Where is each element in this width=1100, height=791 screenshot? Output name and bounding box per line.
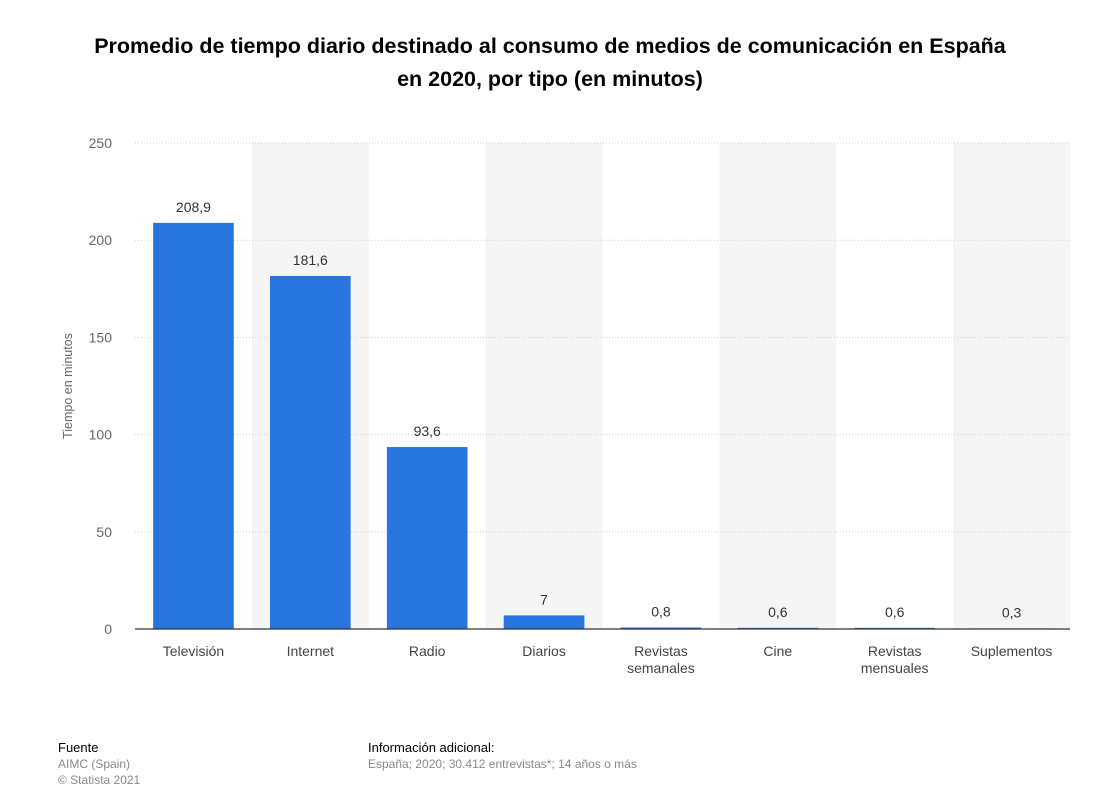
info-block: Información adicional: España; 2020; 30.… — [368, 740, 637, 772]
x-tick-label: Radio — [409, 643, 446, 659]
source-line-2: © Statista 2021 — [58, 773, 141, 787]
data-label: 0,3 — [1002, 604, 1022, 620]
x-tick-label: Revistas mensuales — [861, 643, 929, 676]
bar — [153, 222, 234, 629]
y-tick-label: 150 — [89, 329, 113, 345]
column-band — [953, 143, 1070, 629]
chart-title: Promedio de tiempo diario destinado al c… — [94, 34, 1006, 91]
x-tick-label: Cine — [763, 643, 792, 659]
info-heading: Información adicional: — [368, 740, 495, 755]
x-tick-label: Revistas semanales — [627, 643, 695, 676]
bar — [620, 627, 702, 629]
data-label: 0,6 — [885, 604, 905, 620]
source-line-1: AIMC (Spain) — [58, 757, 131, 771]
source-heading: Fuente — [58, 740, 99, 755]
x-tick-label: Televisión — [163, 643, 224, 659]
x-tick-label: Internet — [287, 643, 335, 659]
x-tick-label: Suplementos — [971, 643, 1053, 659]
y-tick-label: 50 — [96, 524, 112, 540]
data-label: 93,6 — [414, 423, 441, 439]
column-band — [485, 143, 603, 629]
column-band — [719, 143, 837, 629]
data-label: 0,8 — [651, 603, 671, 619]
x-tick-label: Diarios — [522, 643, 566, 659]
y-tick-label: 0 — [104, 621, 112, 637]
y-tick-label: 200 — [89, 232, 113, 248]
bar — [269, 275, 351, 629]
y-tick-label: 100 — [89, 427, 113, 443]
bar-chart: 0 50 100 150 200 250 Tiempo en minutos 208,9 Tel… — [61, 135, 1070, 676]
info-text: España; 2020; 30.412 entrevistas*; 14 añ… — [368, 757, 637, 771]
data-label: 7 — [540, 591, 548, 607]
data-label: 181,6 — [293, 252, 328, 268]
data-label: 0,6 — [768, 604, 788, 620]
data-label: 208,9 — [176, 199, 211, 215]
bar — [386, 447, 468, 629]
bar — [503, 615, 585, 629]
y-tick-label: 250 — [89, 135, 113, 151]
y-axis-label: Tiempo en minutos — [61, 333, 75, 439]
source-block: Fuente AIMC (Spain) © Statista 2021 — [58, 740, 140, 788]
